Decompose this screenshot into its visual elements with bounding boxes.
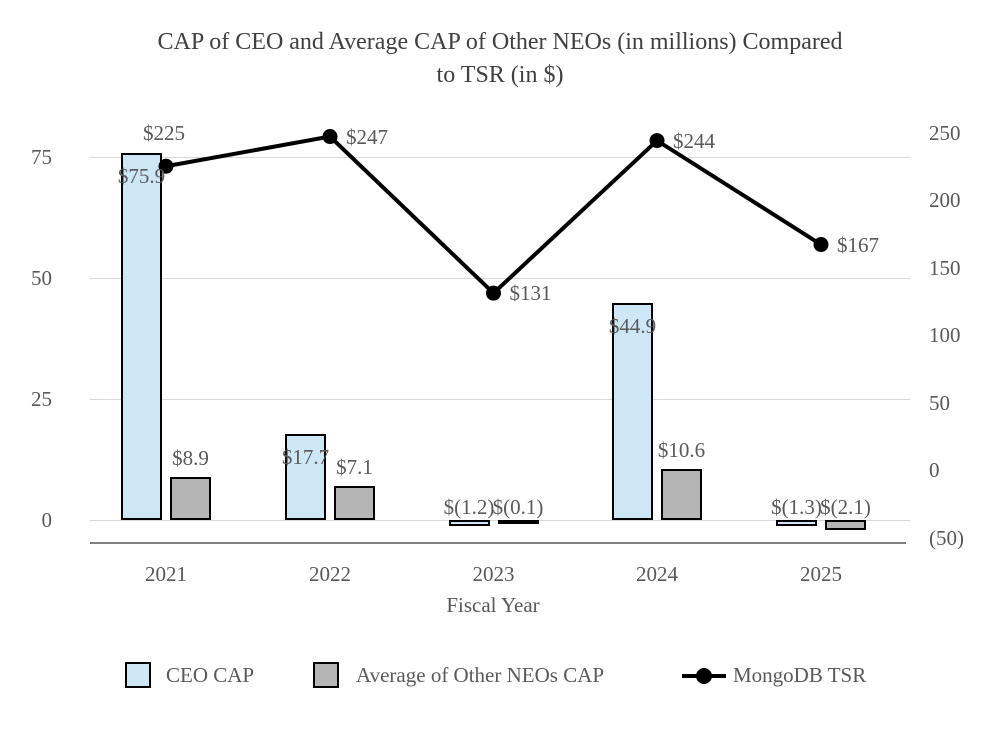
chart-title-line1: CAP of CEO and Average CAP of Other NEOs… (157, 29, 843, 55)
bar-value-label: $(2.1) (820, 495, 871, 519)
x-axis-category-label: 2021 (145, 562, 187, 586)
left-axis-tick-label: 50 (31, 266, 52, 290)
gridline (90, 277, 910, 279)
ceo-cap-bar (448, 520, 490, 526)
right-axis-tick-label: 150 (929, 255, 961, 280)
ceo-cap-swatch (125, 662, 151, 688)
x-axis-category-label: 2023 (472, 562, 515, 586)
tsr-point-marker (322, 129, 338, 145)
ceo-cap-bar (285, 434, 326, 520)
bar-value-label: $8.9 (172, 445, 209, 470)
right-axis-tick-label: 250 (929, 120, 961, 145)
bar-value-label: $44.9 (608, 313, 657, 338)
chart-title: CAP of CEO and Average CAP of Other NEOs… (50, 26, 950, 92)
tsr-line (165, 134, 823, 296)
tsr-point-marker (486, 285, 501, 301)
x-axis-category-label: 2022 (309, 562, 351, 586)
legend-label-other-neos-cap: Average of Other NEOs CAP (356, 663, 605, 687)
right-axis-tick-label: (50) (929, 525, 964, 550)
bar-value-label: $17.7 (281, 445, 330, 470)
x-axis-title: Fiscal Year (446, 593, 540, 617)
bar-value-label: $75.9 (117, 163, 166, 188)
bar-value-label: $(0.1) (492, 495, 544, 519)
neo-cap-bar (497, 520, 539, 524)
right-axis-tick-label: 0 (929, 458, 940, 482)
ceo-cap-bar (612, 302, 653, 520)
tsr-point-marker (813, 237, 829, 253)
ceo-cap-bar (776, 520, 817, 527)
neo-cap-bar (825, 520, 866, 531)
chart-title-line2: to TSR (in $) (436, 62, 564, 88)
tsr-value-label: $247 (346, 124, 388, 149)
neo-cap-bar (661, 468, 702, 520)
neo-cap-bar (170, 476, 211, 520)
tsr-value-label: $244 (673, 128, 715, 153)
gridline (90, 398, 910, 400)
tsr-point-marker (649, 133, 665, 149)
right-axis-tick-label: 100 (929, 323, 961, 347)
x-axis-category-label: 2024 (636, 562, 678, 586)
left-axis-tick-label: 25 (31, 387, 52, 411)
bar-value-label: $(1.3) (771, 495, 822, 519)
right-axis-tick-label: 200 (929, 188, 961, 212)
other-neos-cap-swatch (313, 662, 339, 688)
x-axis-category-label: 2025 (800, 562, 842, 586)
legend-label-mongodb-tsr: MongoDB TSR (733, 663, 867, 687)
neo-cap-bar (334, 485, 375, 520)
left-axis-tick-label: 0 (41, 508, 53, 532)
bar-value-label: $10.6 (657, 437, 706, 462)
tsr-value-label: $167 (837, 232, 879, 257)
right-axis-tick-label: 50 (929, 390, 950, 415)
tsr-value-label: $225 (143, 121, 185, 146)
bar-value-label: $(1.2) (443, 495, 495, 519)
left-axis-tick-label: 75 (31, 145, 52, 169)
legend-label-ceo-cap: CEO CAP (166, 663, 255, 687)
bar-value-label: $7.1 (336, 454, 373, 479)
x-axis-line (90, 542, 906, 544)
tsr-value-label: $131 (509, 281, 552, 306)
ceo-cap-bar (121, 152, 162, 520)
tsr-line-swatch (682, 667, 726, 690)
gridline (90, 156, 910, 158)
